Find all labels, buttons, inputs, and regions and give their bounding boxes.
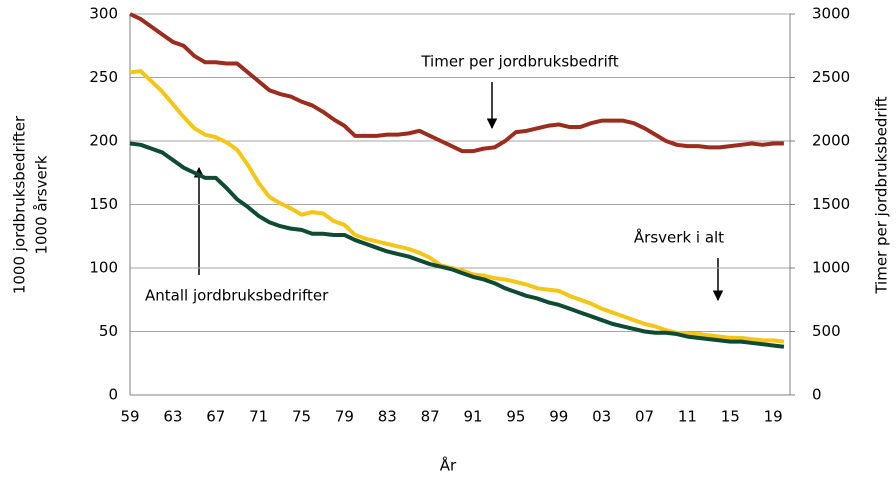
y-tick-label: 150 [89,195,118,213]
x-tick-label: 79 [335,408,354,426]
x-tick-label: 59 [120,408,139,426]
x-tick-label: 99 [549,408,568,426]
series-label: Antall jordbruksbedrifter [145,287,329,305]
series-label: Timer per jordbruksbedrift [420,53,618,71]
x-axis-label: År [440,456,457,475]
y2-tick-label: 0 [812,386,822,404]
x-tick-label: 15 [721,408,740,426]
x-tick-label: 71 [249,408,268,426]
y-tick-label: 200 [89,132,118,150]
x-tick-label: 63 [163,408,182,426]
x-tick-label: 19 [764,408,783,426]
y-tick-label: 250 [89,68,118,86]
y2-tick-label: 2000 [812,132,850,150]
y2-tick-label: 500 [812,322,841,340]
y2-tick-label: 3000 [812,5,850,23]
series-label: Årsverk i alt [634,228,724,247]
y2-tick-label: 2500 [812,68,850,86]
y-tick-label: 50 [99,322,118,340]
x-tick-label: 87 [421,408,440,426]
x-tick-label: 83 [378,408,397,426]
x-tick-label: 75 [292,408,311,426]
series-line [129,12,784,154]
x-tick-label: 67 [206,408,225,426]
x-tick-label: 07 [635,408,654,426]
y2-tick-label: 1000 [812,259,850,277]
x-tick-label: 91 [463,408,482,426]
y-axis-label: 1000 jordbruksbedrifter [11,115,29,294]
x-tick-label: 03 [592,408,611,426]
y-axis-label: 1000 årsverk [33,155,51,254]
y-tick-label: 300 [89,5,118,23]
y-tick-label: 100 [89,259,118,277]
x-tick-label: 95 [506,408,525,426]
y2-axis-label: Timer per jordbruksbedrift [873,96,891,294]
y-tick-label: 0 [108,386,118,404]
series-line [129,141,785,349]
y2-tick-label: 1500 [812,195,850,213]
x-tick-label: 11 [678,408,697,426]
